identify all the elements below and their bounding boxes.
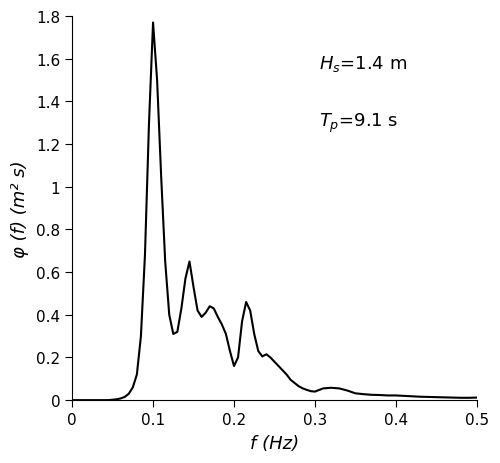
X-axis label: f (Hz): f (Hz) <box>250 434 299 452</box>
Text: $\mathit{H}_s$=1.4 m: $\mathit{H}_s$=1.4 m <box>319 54 407 74</box>
Y-axis label: φ (f) (m² s): φ (f) (m² s) <box>11 160 29 257</box>
Text: $\mathit{T}_p$=9.1 s: $\mathit{T}_p$=9.1 s <box>319 112 398 135</box>
